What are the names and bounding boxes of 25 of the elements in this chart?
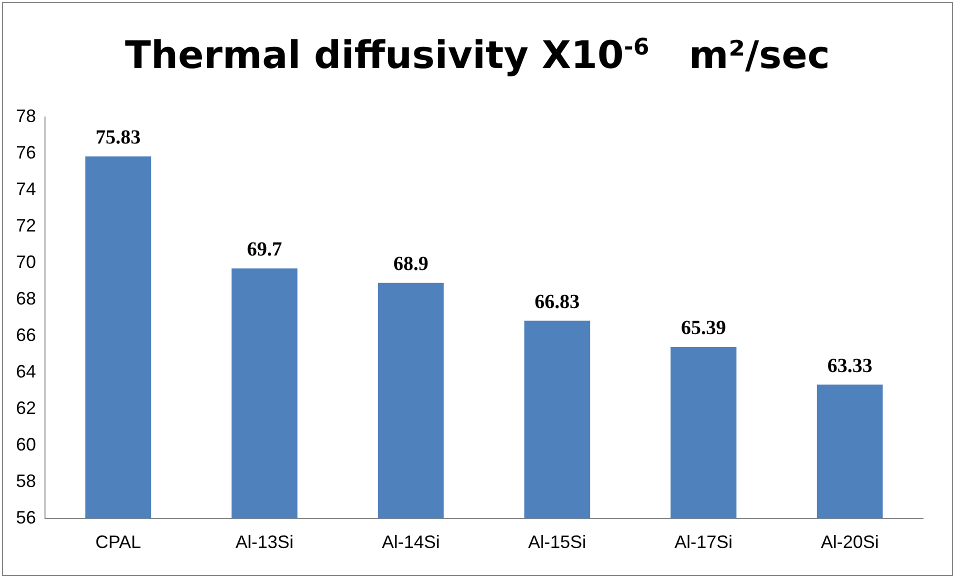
y-tick-label: 58 xyxy=(16,470,36,491)
y-tick-label: 64 xyxy=(16,361,36,382)
y-tick-label: 62 xyxy=(16,398,36,418)
data-label: 68.9 xyxy=(393,253,428,276)
data-label: 66.83 xyxy=(534,290,580,313)
x-tick-label: Al-13Si xyxy=(236,532,294,552)
y-tick-label: 72 xyxy=(16,215,36,236)
y-tick-label: 60 xyxy=(16,434,36,454)
data-label: 65.39 xyxy=(681,317,726,340)
data-label: 69.7 xyxy=(247,238,282,260)
y-tick-label: 70 xyxy=(16,252,36,272)
y-tick-label: 66 xyxy=(16,324,36,345)
x-tick-label: Al-20Si xyxy=(820,532,879,552)
x-tick-label: Al-14Si xyxy=(382,532,440,552)
y-tick-label: 76 xyxy=(16,142,36,162)
x-tick-label: Al-15Si xyxy=(528,532,586,552)
y-tick-label: 68 xyxy=(16,288,36,308)
y-tick-label: 56 xyxy=(16,507,36,528)
x-tick-label: Al-17Si xyxy=(674,532,733,552)
x-tick-label: CPAL xyxy=(95,532,142,552)
y-tick-label: 78 xyxy=(16,106,36,126)
data-label: 75.83 xyxy=(96,126,141,149)
y-tick-label: 74 xyxy=(16,178,36,199)
data-label: 63.33 xyxy=(827,354,872,377)
chart-title: Thermal diffusivity X10$^{-6}$ m²/sec xyxy=(125,33,830,77)
